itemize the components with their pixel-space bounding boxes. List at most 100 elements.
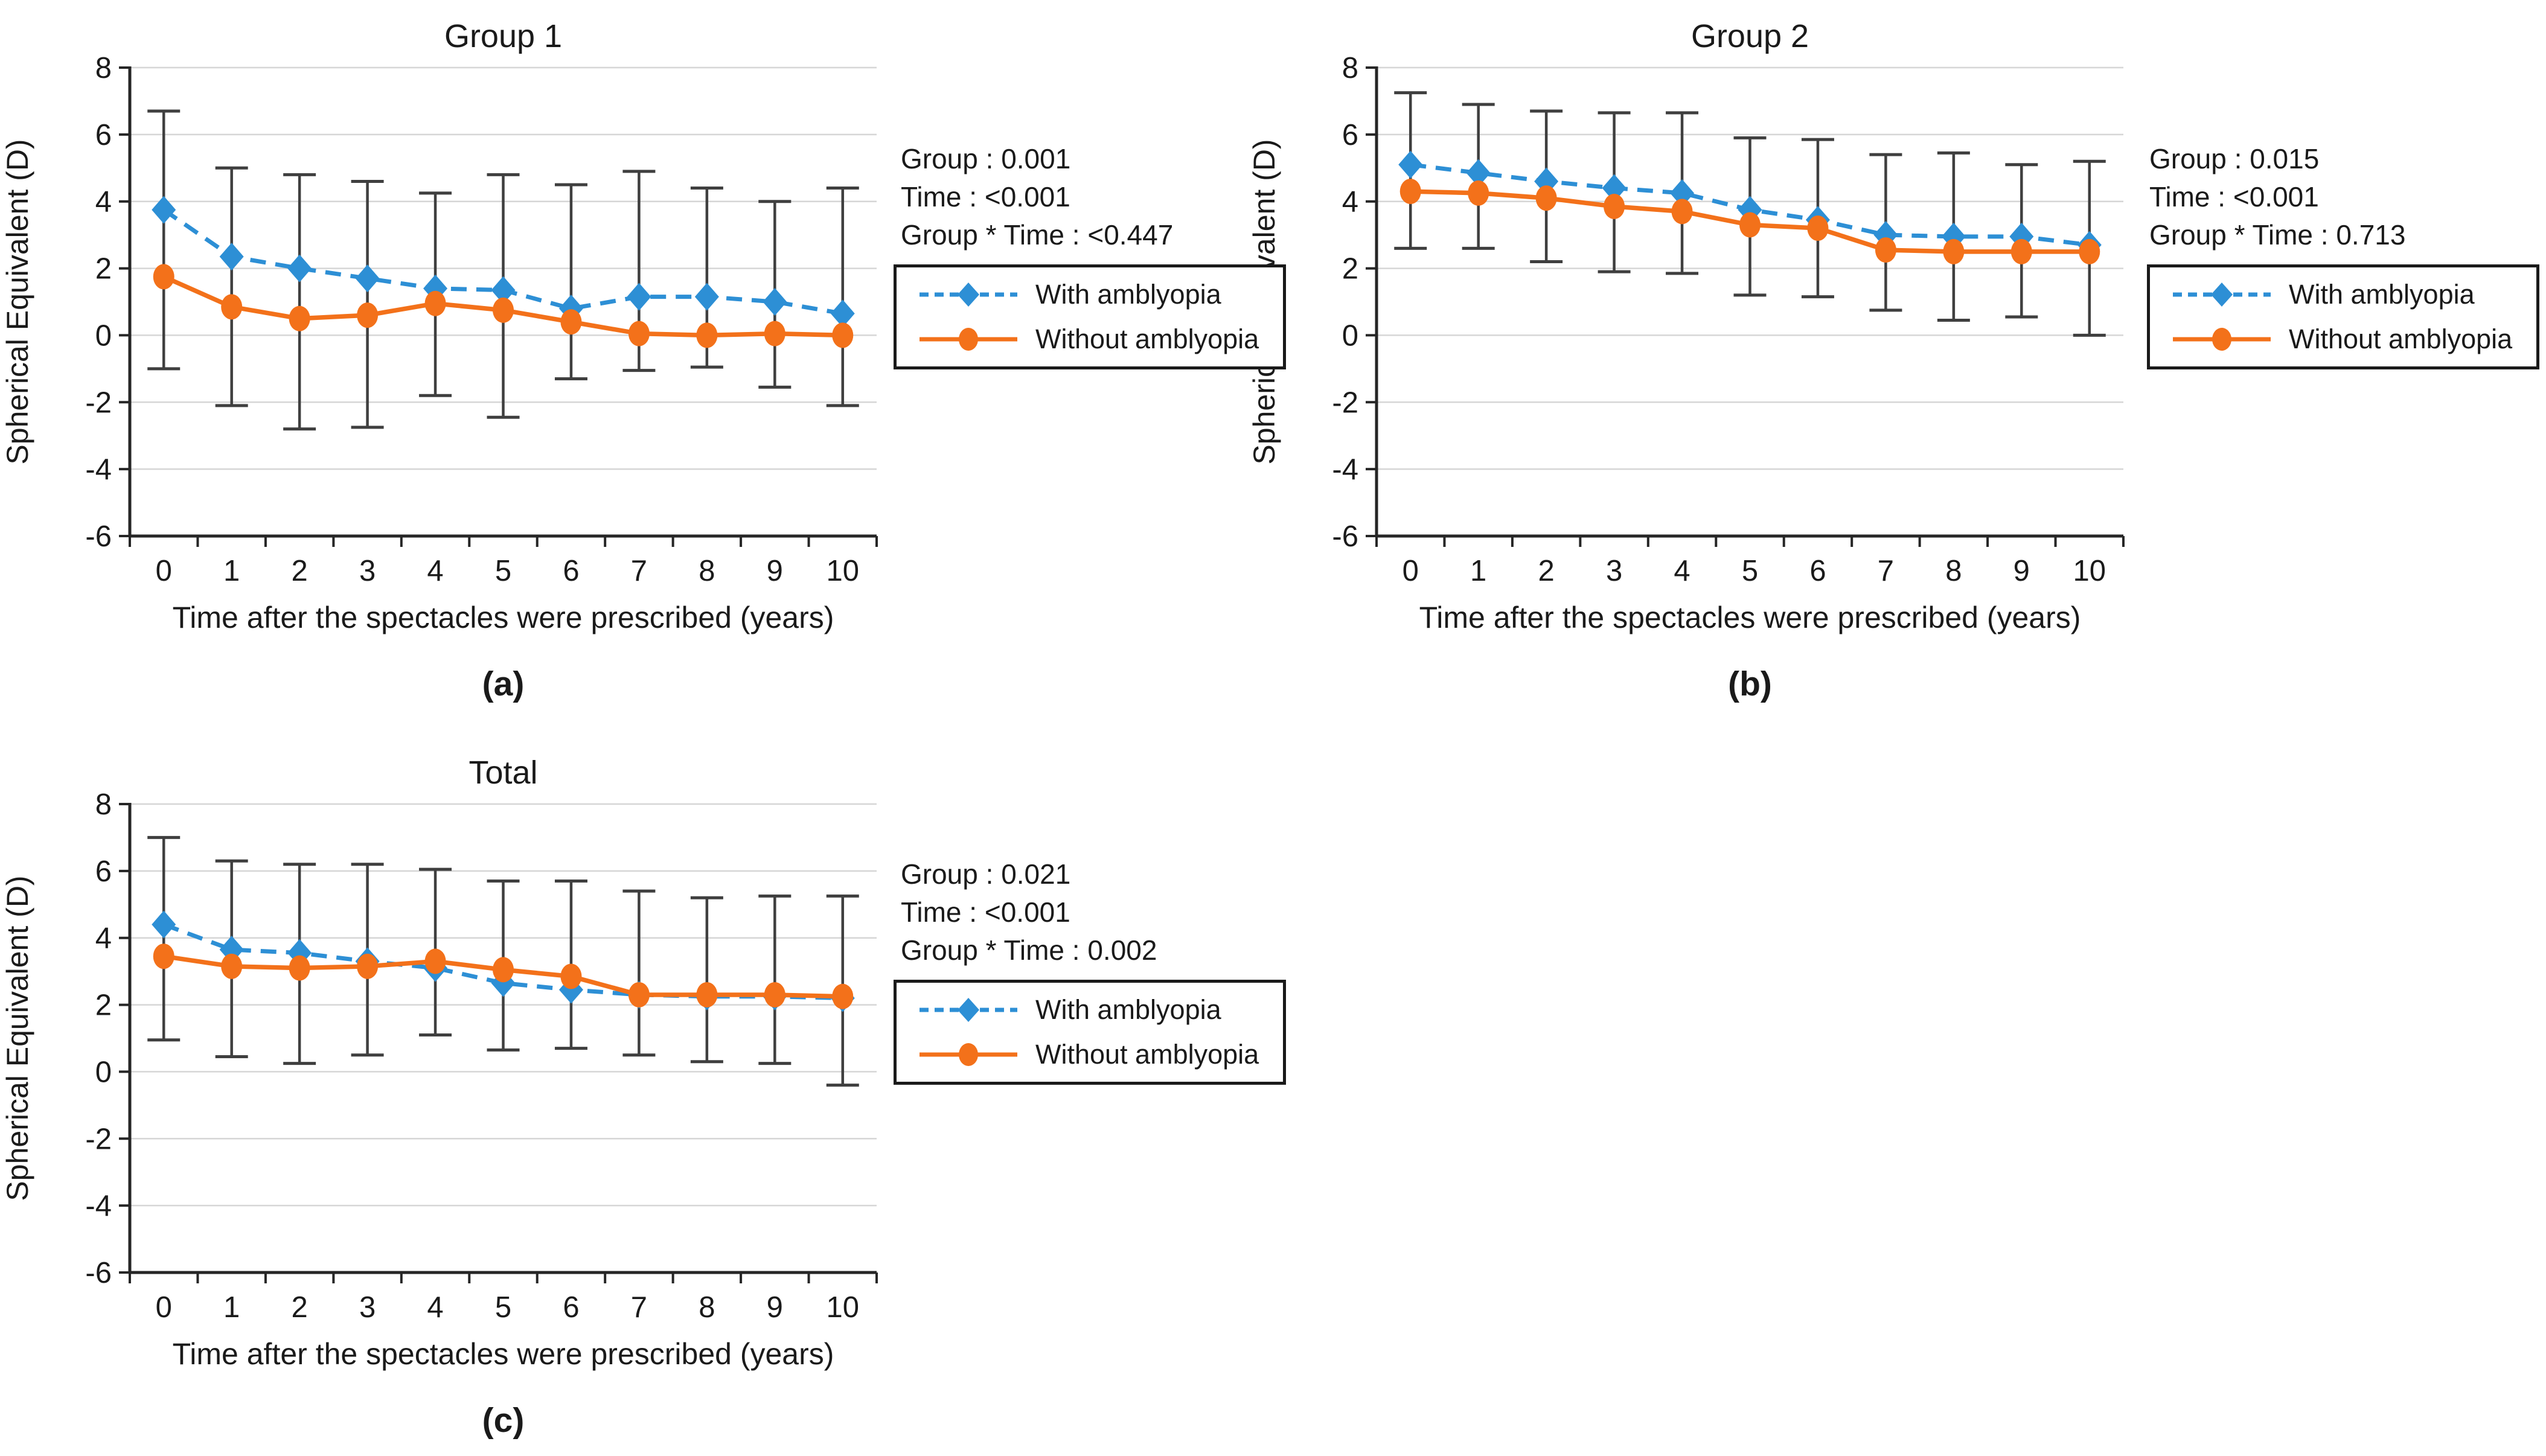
- without-amblyopia-marker: [560, 963, 582, 989]
- x-tick-label: 7: [631, 555, 647, 587]
- with-amblyopia-marker: [763, 288, 787, 316]
- y-tick-label: 2: [95, 989, 112, 1022]
- without-amblyopia-marker: [764, 982, 785, 1007]
- y-tick-label: 4: [95, 922, 112, 955]
- without-amblyopia-marker: [1875, 237, 1896, 263]
- x-tick-label: 3: [359, 555, 376, 587]
- y-tick-label: 8: [1342, 52, 1358, 85]
- x-tick-label: 4: [427, 555, 443, 587]
- y-tick-label: -2: [85, 1123, 112, 1155]
- legend-item-with-amblyopia: With amblyopia: [2170, 276, 2536, 313]
- error-bar: [826, 187, 859, 407]
- x-tick-label: 2: [292, 555, 308, 587]
- without-amblyopia-marker: [153, 944, 174, 969]
- stats-line: Time : <0.001: [901, 181, 1070, 212]
- stats-line: Group * Time : 0.002: [901, 934, 1157, 966]
- y-tick-label: 2: [95, 253, 112, 286]
- without-amblyopia-marker: [2079, 238, 2100, 264]
- with-amblyopia-marker: [1670, 179, 1695, 207]
- legend-diamond-marker-icon: [958, 283, 979, 307]
- chart-total-svg: Total 8 6 4 2 0 -2 -4 -6 0 1 2 3 4 5 6 7 8 9 10 Time after t…: [1, 755, 878, 1440]
- x-tick-label: 9: [2013, 555, 2030, 587]
- legend-item-label: Without amblyopia: [1035, 1039, 1259, 1070]
- without-amblyopia-marker: [1535, 185, 1557, 211]
- x-tick-label: 9: [767, 555, 783, 587]
- error-bar: [283, 173, 316, 431]
- without-amblyopia-marker: [289, 305, 310, 331]
- legend-item-label: With amblyopia: [2289, 279, 2475, 310]
- stats-block-total: Group : 0.021 Time : <0.001 Group * Time :…: [901, 855, 1157, 969]
- without-amblyopia-marker: [289, 955, 310, 981]
- x-axis-title: Time after the spectacles were prescribe…: [1419, 601, 2081, 634]
- without-amblyopia-marker: [1399, 179, 1421, 205]
- x-tick-label: 2: [1538, 555, 1555, 587]
- without-amblyopia-marker: [221, 953, 243, 979]
- legend-item-label: With amblyopia: [1035, 279, 1221, 310]
- x-tick-label: 4: [1674, 555, 1690, 587]
- y-tick-label: -6: [85, 520, 112, 553]
- without-amblyopia-marker: [628, 321, 650, 346]
- y-tick-label: -4: [1332, 453, 1358, 486]
- y-tick-label: 6: [1342, 119, 1358, 152]
- with-amblyopia-marker: [355, 264, 380, 293]
- y-tick-label: -4: [85, 453, 112, 486]
- without-amblyopia-marker: [1604, 194, 1625, 220]
- legend-sample-diamond: [2173, 283, 2271, 307]
- y-tick-label: -4: [85, 1190, 112, 1222]
- stats-line: Group * Time : 0.713: [2149, 219, 2406, 251]
- chart-group2: Group 2 8 6 4 2 0 -2 -4 -6 0 1 2 3 4 5 6 7 8 9 10 Time after…: [1247, 0, 2140, 718]
- stats-line: Time : <0.001: [901, 896, 1070, 928]
- y-tick-label: -2: [1332, 386, 1358, 419]
- error-bar: [215, 166, 248, 407]
- x-tick-label: 7: [631, 1291, 647, 1324]
- chart-group1: Group 1 8 6 4 2 0 -2 -4 -6 0 1 2 3 4 5 6 7 8 9 10 Time after…: [0, 0, 894, 718]
- legend-diamond-marker-icon: [958, 998, 979, 1022]
- y-tick-label: -6: [85, 1257, 112, 1289]
- legend-item-without-amblyopia: Without amblyopia: [2170, 321, 2536, 357]
- legend-sample-circle: [2173, 328, 2271, 351]
- chart-group1-svg: Group 1 8 6 4 2 0 -2 -4 -6 0 1 2 3 4 5 6 7 8 9 10 Time after…: [1, 18, 878, 703]
- y-tick-label: 6: [95, 119, 112, 152]
- stats-line: Group * Time : <0.447: [901, 219, 1174, 251]
- chart-total: Total 8 6 4 2 0 -2 -4 -6 0 1 2 3 4 5 6 7 8 9 10 Time after t…: [0, 736, 894, 1455]
- with-amblyopia-marker: [152, 910, 176, 939]
- legend-item-label: Without amblyopia: [2289, 324, 2513, 354]
- chart-caption: (c): [482, 1401, 525, 1440]
- without-amblyopia-marker: [764, 321, 785, 346]
- x-tick-label: 3: [1606, 555, 1622, 587]
- legend-item-without-amblyopia: Without amblyopia: [917, 1036, 1283, 1073]
- chart-title: Group 2: [1691, 18, 1809, 54]
- stats-line: Time : <0.001: [2149, 181, 2319, 212]
- x-tick-label: 6: [563, 555, 579, 587]
- legend-sample-diamond: [920, 998, 1017, 1022]
- without-amblyopia-marker: [221, 294, 243, 320]
- with-amblyopia-marker: [830, 299, 855, 328]
- without-amblyopia-marker: [493, 957, 514, 983]
- without-amblyopia-marker: [1468, 180, 1489, 206]
- y-tick-label: 2: [1342, 253, 1358, 286]
- without-amblyopia-marker: [832, 322, 854, 348]
- x-tick-label: 3: [359, 1291, 376, 1324]
- y-tick-label: 0: [95, 1056, 112, 1088]
- x-tick-label: 8: [1945, 555, 1962, 587]
- legend-group1: With amblyopia Without amblyopia: [894, 264, 1286, 369]
- without-amblyopia-marker: [424, 290, 446, 316]
- with-amblyopia-marker: [1398, 150, 1423, 179]
- legend-sample-circle: [920, 328, 1017, 351]
- error-bar: [554, 183, 587, 380]
- without-amblyopia-marker: [832, 983, 854, 1009]
- x-tick-label: 6: [1809, 555, 1826, 587]
- with-amblyopia-marker: [287, 254, 312, 283]
- error-bar: [758, 894, 792, 1065]
- stats-line: Group : 0.001: [901, 143, 1071, 174]
- y-axis-title: Spherical Equivalent (D): [1, 875, 34, 1201]
- x-tick-label: 1: [223, 555, 240, 587]
- legend-sample-diamond: [920, 283, 1017, 307]
- legend-group2: With amblyopia Without amblyopia: [2147, 264, 2539, 369]
- y-tick-label: 6: [95, 855, 112, 888]
- without-amblyopia-marker: [424, 948, 446, 974]
- error-bar: [690, 896, 723, 1064]
- with-amblyopia-marker: [627, 283, 651, 311]
- y-tick-label: -2: [85, 386, 112, 419]
